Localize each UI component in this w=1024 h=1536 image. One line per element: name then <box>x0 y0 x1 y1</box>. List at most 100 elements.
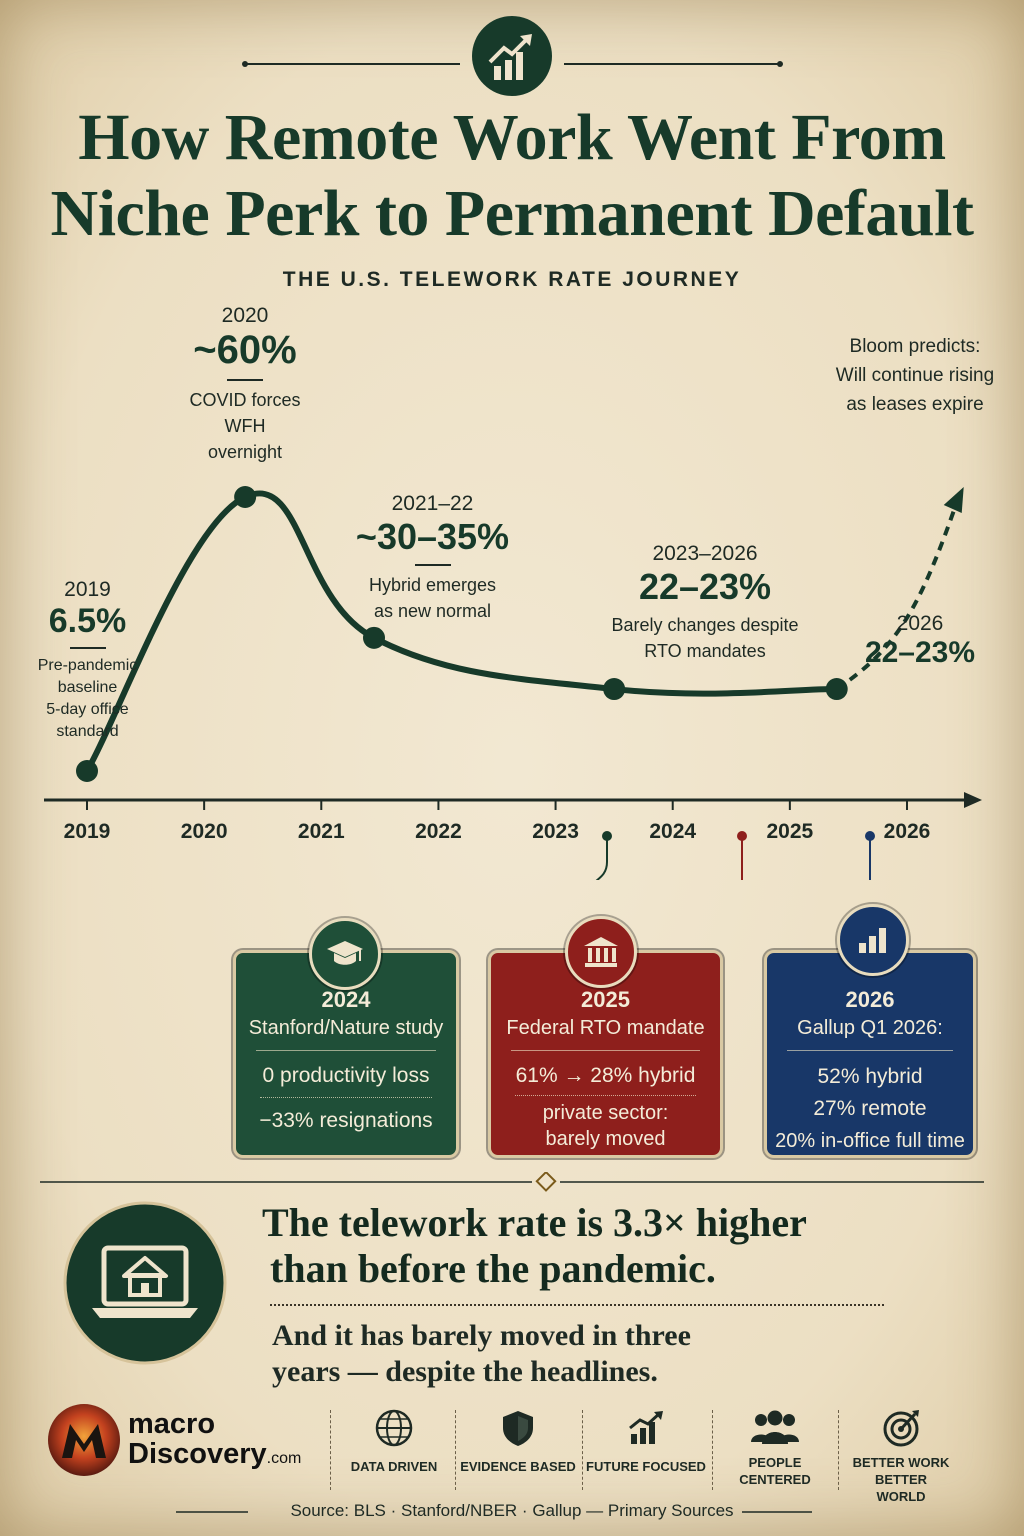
feature-separator <box>330 1410 331 1490</box>
card-line: 61% → 28% hybrid <box>515 1064 696 1087</box>
x-axis-tick-label: 2021 <box>298 820 345 843</box>
x-axis-tick-label: 2023 <box>532 820 579 843</box>
telework-rate-line <box>84 490 840 774</box>
feature-evidence-based: EVIDENCE BASED <box>455 1408 581 1475</box>
data-point <box>76 760 98 782</box>
annotation-2026: 2026 22–23% <box>855 612 985 670</box>
annotation-note-line: baseline <box>57 679 118 696</box>
brand-suffix: .com <box>266 1450 302 1467</box>
macrodiscovery-logo-icon <box>48 1404 120 1476</box>
supporting-stat: And it has barely moved in three years —… <box>272 1318 972 1390</box>
card-line: 0 productivity loss <box>262 1064 430 1087</box>
x-axis-arrowhead <box>964 792 982 808</box>
feature-data-driven: DATA DRIVEN <box>331 1408 457 1475</box>
stat-dotted-rule <box>270 1304 884 1306</box>
header-ornament <box>242 16 783 96</box>
annotation-value: ~30–35% <box>355 516 510 557</box>
feature-people-centered: PEOPLE CENTERED <box>713 1408 837 1488</box>
feature-separator <box>838 1410 839 1490</box>
data-point <box>363 626 385 649</box>
x-axis-tick-label: 2024 <box>649 820 696 843</box>
card-title: Federal RTO mandate <box>506 1017 705 1039</box>
x-axis-tick-label: 2020 <box>181 820 228 843</box>
feature-separator <box>712 1410 713 1490</box>
x-axis-tick-label: 2025 <box>766 820 813 843</box>
annotation-note-line: WFH <box>224 416 266 436</box>
trend-up-icon <box>488 34 532 80</box>
source-rule <box>176 1511 812 1513</box>
annotation-year: 2023–2026 <box>652 542 758 565</box>
annotation-value: ~60% <box>193 328 297 372</box>
annotation-note-line: COVID forces <box>189 390 301 410</box>
annotation-note-line: overnight <box>207 442 283 462</box>
x-axis-tick-label: 2019 <box>64 820 111 843</box>
annotation-2020: 2020 ~60% COVID forces WFH overnight <box>160 304 330 465</box>
feature-separator <box>455 1410 456 1490</box>
feature-better-work: BETTER WORK BETTER WORLD <box>839 1408 963 1505</box>
annotation-year: 2020 <box>221 304 269 327</box>
feature-label: DATA DRIVEN <box>350 1459 438 1474</box>
feature-future-focused: FUTURE FOCUSED <box>583 1408 709 1475</box>
annotation-note-line: Barely changes despite <box>611 615 799 635</box>
source-credit: Source: BLS · Stanford/NBER · Gallup — P… <box>290 1501 734 1520</box>
section-divider <box>40 1172 984 1192</box>
card-line: 52% hybrid <box>817 1065 923 1088</box>
target-icon <box>883 1410 919 1447</box>
annotation-note-line: Pre-pandemic <box>37 657 138 674</box>
headline-stat-line-2: than before the pandemic. <box>270 1246 716 1291</box>
growth-chart-icon <box>629 1411 663 1444</box>
card-title: Stanford/Nature study <box>248 1017 444 1039</box>
annotation-value: 6.5% <box>48 602 127 640</box>
card-connectors <box>595 831 875 880</box>
data-point <box>825 678 848 701</box>
feature-label: BETTER WORK BETTER WORLD <box>852 1455 950 1504</box>
feature-label: EVIDENCE BASED <box>460 1459 576 1474</box>
annotation-value: 22–23% <box>638 566 772 607</box>
title-line-1: How Remote Work Went From <box>78 101 946 174</box>
annotation-note-line: standard <box>56 723 119 740</box>
supporting-stat-line-2: years — despite the headlines. <box>272 1355 658 1388</box>
feature-separator <box>582 1410 583 1490</box>
card-title: Gallup Q1 2026: <box>797 1017 943 1039</box>
annotation-2023-2026: 2023–2026 22–23% Barely changes despite … <box>590 542 820 664</box>
shield-icon <box>503 1411 533 1446</box>
card-line: barely moved <box>545 1128 666 1150</box>
brand-name-line-2: Discovery <box>128 1438 267 1470</box>
telework-line-chart: 2019 2020 2021 2022 2023 2024 2025 2026 <box>44 486 982 880</box>
projection-note-line: Bloom predicts: <box>849 336 981 357</box>
laptop-home-icon <box>63 1201 227 1365</box>
card-year: 2024 <box>321 987 371 1012</box>
projection-line <box>835 510 956 691</box>
annotation-note-line: 5-day office <box>46 701 129 718</box>
card-line: private sector: <box>542 1102 669 1124</box>
x-axis-tick-label: 2022 <box>415 820 462 843</box>
card-line: −33% resignations <box>259 1109 433 1132</box>
annotation-note-line: as new normal <box>373 601 492 621</box>
projection-note-line: Will continue rising <box>835 365 995 386</box>
card-line: 27% remote <box>813 1097 927 1120</box>
card-gallup-2026: 2026 Gallup Q1 2026: 52% hybrid 27% remo… <box>764 950 976 1158</box>
card-stanford-study: 2024 Stanford/Nature study 0 productivit… <box>233 950 459 1158</box>
page-subtitle: THE U.S. TELEWORK RATE JOURNEY <box>282 268 742 291</box>
headline-stat-line-1: The telework rate is 3.3× higher <box>262 1200 807 1245</box>
brand-name: macro Discovery.com <box>128 1410 301 1475</box>
annotation-note-line: RTO mandates <box>644 641 766 661</box>
data-point <box>234 486 257 508</box>
globe-icon <box>375 1409 413 1447</box>
annotation-year: 2026 <box>896 612 944 635</box>
projection-note-line: as leases expire <box>846 394 984 415</box>
card-line: 20% in-office full time <box>775 1130 965 1152</box>
bar-chart-icon <box>837 904 909 976</box>
brand-name-line-1: macro <box>128 1408 216 1440</box>
projection-arrowhead <box>943 487 964 513</box>
graduation-cap-icon <box>309 918 381 990</box>
data-point <box>603 678 626 701</box>
annotation-2021-22: 2021–22 ~30–35% Hybrid emerges as new no… <box>330 492 535 624</box>
supporting-stat-line-1: And it has barely moved in three <box>272 1319 691 1352</box>
projection-note: Bloom predicts: Will continue rising as … <box>820 332 1010 419</box>
title-line-2: Niche Perk to Permanent Default <box>50 177 974 250</box>
annotation-year: 2021–22 <box>391 492 474 515</box>
people-icon <box>751 1410 799 1444</box>
x-axis-tick-label: 2026 <box>884 820 931 843</box>
headline-stat: The telework rate is 3.3× higher than be… <box>262 1200 982 1292</box>
